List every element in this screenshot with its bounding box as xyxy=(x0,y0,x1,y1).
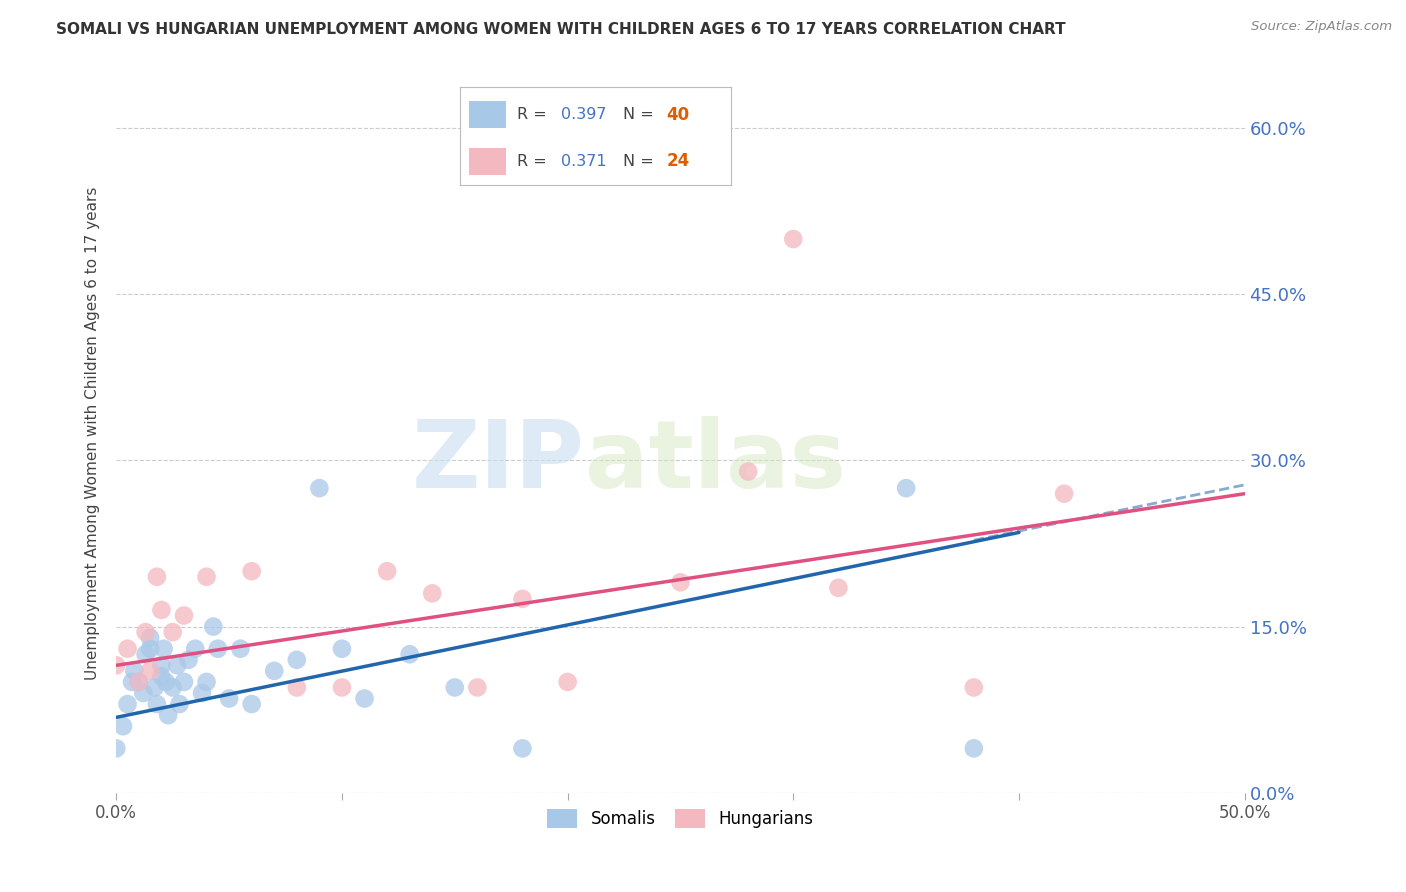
Point xyxy=(117,697,139,711)
Point xyxy=(155,675,177,690)
Text: ZIP: ZIP xyxy=(412,416,585,508)
Point xyxy=(229,641,252,656)
Point xyxy=(420,586,443,600)
Point xyxy=(1053,486,1076,500)
Point xyxy=(184,641,207,656)
Point xyxy=(285,681,308,695)
Point xyxy=(285,653,308,667)
Point xyxy=(121,675,143,690)
Point xyxy=(330,641,353,656)
Point xyxy=(827,581,849,595)
Point xyxy=(146,570,169,584)
Point xyxy=(117,641,139,656)
Point xyxy=(263,664,285,678)
Point xyxy=(177,653,200,667)
Point xyxy=(207,641,229,656)
Text: SOMALI VS HUNGARIAN UNEMPLOYMENT AMONG WOMEN WITH CHILDREN AGES 6 TO 17 YEARS CO: SOMALI VS HUNGARIAN UNEMPLOYMENT AMONG W… xyxy=(56,22,1066,37)
Point xyxy=(139,641,162,656)
Point xyxy=(124,664,146,678)
Point xyxy=(963,681,986,695)
Point xyxy=(782,232,804,246)
Text: atlas: atlas xyxy=(585,416,845,508)
Point xyxy=(157,708,180,723)
Point xyxy=(132,686,155,700)
Point xyxy=(105,658,128,673)
Point xyxy=(135,625,157,640)
Point xyxy=(166,658,188,673)
Point xyxy=(143,681,166,695)
Point xyxy=(375,564,398,578)
Point xyxy=(240,564,263,578)
Point xyxy=(146,697,169,711)
Point xyxy=(512,591,534,606)
Text: Source: ZipAtlas.com: Source: ZipAtlas.com xyxy=(1251,20,1392,33)
Point xyxy=(112,719,135,733)
Point xyxy=(669,575,692,590)
Point xyxy=(963,741,986,756)
Point xyxy=(173,608,195,623)
Point xyxy=(150,658,173,673)
Point xyxy=(128,675,150,690)
Point xyxy=(150,669,173,683)
Point xyxy=(191,686,214,700)
Point xyxy=(443,681,465,695)
Point xyxy=(162,681,184,695)
Point xyxy=(218,691,240,706)
Point xyxy=(152,641,174,656)
Point xyxy=(195,570,218,584)
Point xyxy=(467,681,489,695)
Point xyxy=(330,681,353,695)
Point xyxy=(557,675,579,690)
Point xyxy=(173,675,195,690)
Point xyxy=(139,664,162,678)
Point xyxy=(398,647,420,661)
Point xyxy=(308,481,330,495)
Point xyxy=(353,691,375,706)
Point xyxy=(139,631,162,645)
Point xyxy=(169,697,191,711)
Point xyxy=(737,465,759,479)
Point xyxy=(162,625,184,640)
Point xyxy=(128,675,150,690)
Point xyxy=(135,647,157,661)
Point xyxy=(894,481,917,495)
Point xyxy=(195,675,218,690)
Point xyxy=(240,697,263,711)
Point xyxy=(202,619,225,633)
Legend: Somalis, Hungarians: Somalis, Hungarians xyxy=(540,802,821,835)
Y-axis label: Unemployment Among Women with Children Ages 6 to 17 years: Unemployment Among Women with Children A… xyxy=(86,186,100,680)
Point xyxy=(512,741,534,756)
Point xyxy=(150,603,173,617)
Point xyxy=(105,741,128,756)
